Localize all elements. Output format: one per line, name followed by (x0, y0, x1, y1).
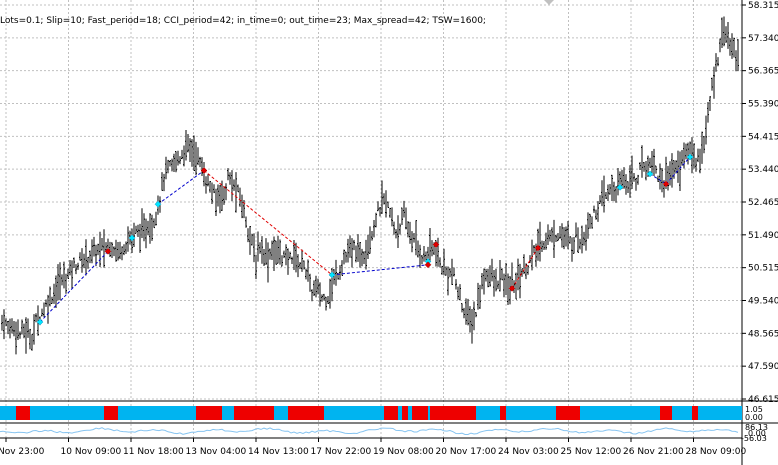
state-block (118, 406, 196, 420)
buy-marker (36, 318, 44, 326)
state-block (412, 406, 428, 420)
x-tick-label: 25 Nov 12:00 (561, 447, 622, 457)
chart-grid (0, 0, 742, 438)
x-tick-label: 19 Nov 08:00 (373, 447, 434, 457)
trade-line (39, 250, 109, 323)
x-tick-label: 28 Nov 09:00 (686, 447, 747, 457)
state-block (104, 406, 118, 420)
buy-marker (646, 170, 654, 178)
y-tick-label: 49.540 (748, 297, 778, 307)
buy-marker (686, 153, 694, 161)
y-tick-label: 46.615 (748, 395, 778, 405)
x-tick-label: 20 Nov 17:00 (436, 447, 497, 457)
y-tick-label: 48.565 (748, 329, 778, 339)
sell-marker (534, 244, 542, 252)
x-tick-label: 10 Nov 09:00 (61, 447, 122, 457)
trade-lines (39, 156, 691, 323)
price-bars (1, 16, 739, 355)
y-tick-label: 53.440 (748, 165, 778, 175)
osc-axis-label: 86.13 (745, 423, 768, 432)
state-block (428, 406, 430, 420)
sell-marker (424, 261, 432, 269)
state-block (384, 406, 398, 420)
oscillator-panel: 86.130.00-56.03 (0, 423, 768, 443)
y-tick-label: 52.465 (748, 198, 778, 208)
x-tick-label: 17 Nov 22:00 (311, 447, 372, 457)
x-tick-label: 24 Nov 03:00 (498, 447, 559, 457)
expert-params-label: Lots=0.1; Slip=10; Fast_period=18; CCI_p… (0, 16, 486, 26)
sell-marker (508, 285, 516, 292)
x-tick-label: 26 Nov 21:00 (623, 447, 684, 457)
state-block (274, 406, 288, 420)
buy-marker (128, 234, 136, 242)
trade-line (331, 264, 429, 276)
buy-marker (328, 271, 336, 279)
state-block (288, 406, 324, 420)
trade-line (649, 173, 667, 185)
y-tick-label: 47.590 (748, 362, 778, 372)
state-block (324, 406, 384, 420)
state-block (476, 406, 500, 420)
osc-axis-label: 0.00 (748, 429, 766, 438)
trade-line (665, 156, 691, 185)
state-indicator-panel: 1.050.00 (0, 400, 778, 424)
state-axis-label: 1.05 (745, 405, 763, 414)
x-tick-label: Nov 23:00 (0, 447, 45, 457)
trade-line (511, 247, 539, 289)
oscillator-line (0, 427, 739, 435)
triangle-down-icon[interactable] (544, 0, 554, 5)
state-axis-label: 0.00 (745, 413, 763, 422)
x-tick-label: 13 Nov 04:00 (186, 447, 247, 457)
trade-markers (36, 153, 694, 326)
state-block (580, 406, 660, 420)
buy-marker (616, 183, 624, 191)
state-block (196, 406, 222, 420)
trade-line (203, 170, 333, 276)
state-block (430, 406, 476, 420)
x-tick-label: 14 Nov 13:00 (248, 447, 309, 457)
state-block (234, 406, 274, 420)
state-block (506, 406, 556, 420)
trade-line (157, 170, 205, 205)
sell-marker (432, 241, 440, 248)
state-block (692, 406, 698, 420)
y-tick-label: 56.365 (748, 67, 778, 77)
state-block (660, 406, 672, 420)
state-block (698, 406, 742, 420)
state-block (222, 406, 234, 420)
sell-marker (200, 167, 208, 174)
state-block (30, 406, 104, 420)
x-tick-label: 11 Nov 18:00 (123, 447, 184, 457)
price-axis: 58.315 57.340 56.365 55.390 54.415 53.440 52.4… (741, 0, 778, 465)
y-tick-label: 54.415 (748, 132, 778, 142)
osc-axis-label: -56.03 (741, 434, 767, 443)
y-tick-label: 55.390 (748, 100, 778, 110)
time-axis: Nov 23:00 10 Nov 09:00 11 Nov 18:00 13 Nov … (0, 437, 747, 457)
state-block (398, 406, 402, 420)
state-block (556, 406, 580, 420)
state-block (0, 406, 16, 420)
sell-marker (104, 247, 112, 255)
state-block (408, 406, 412, 420)
y-tick-label: 58.315 (748, 1, 778, 11)
state-block (500, 406, 506, 420)
y-tick-label: 50.515 (748, 264, 778, 274)
state-block (402, 406, 408, 420)
state-block (16, 406, 30, 420)
y-tick-label: 51.490 (748, 231, 778, 241)
buy-marker (154, 200, 162, 208)
y-tick-label: 57.340 (748, 34, 778, 44)
state-block (672, 406, 692, 420)
sell-marker (662, 180, 670, 188)
